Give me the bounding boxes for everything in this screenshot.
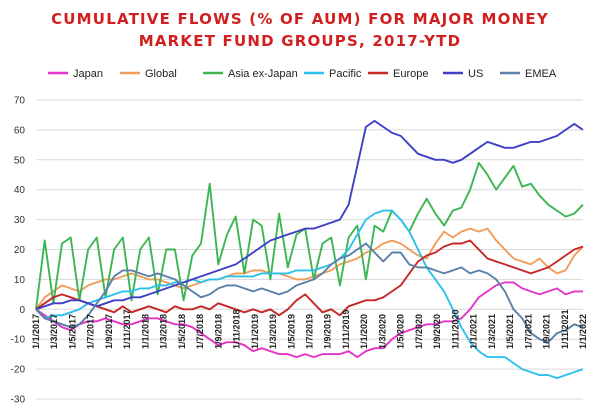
- x-tick-label: 1/7/2021: [523, 314, 533, 349]
- x-tick-label: 1/5/2019: [286, 314, 296, 349]
- y-tick-label: -30: [11, 395, 26, 406]
- series-line-us: [35, 119, 584, 311]
- y-tick-label: 70: [14, 96, 26, 107]
- series-line-europe: [35, 239, 584, 317]
- x-tick-label: 1/1/2020: [359, 314, 369, 349]
- series-line-asia-ex-japan: [35, 161, 584, 310]
- chart-title-line-2: MARKET FUND GROUPS, 2017-YTD: [138, 32, 462, 50]
- x-tick-label: 1/5/2020: [396, 314, 406, 349]
- x-tick-label: 1/7/2020: [414, 314, 424, 349]
- x-tick-label: 1/7/2019: [305, 314, 315, 349]
- y-tick-label: 10: [14, 275, 26, 286]
- y-tick-label: 50: [14, 155, 26, 166]
- y-gridlines: [36, 99, 583, 400]
- series-line-pacific: [35, 209, 584, 380]
- legend-label: Europe: [393, 68, 428, 80]
- x-tick-label: 1/1/2019: [250, 314, 260, 349]
- x-tick-label: 1/9/2021: [542, 314, 552, 349]
- series-line-japan: [35, 281, 583, 359]
- x-tick-label: 1/3/2020: [377, 314, 387, 349]
- y-tick-label: -10: [11, 335, 26, 346]
- x-tick-label: 1/1/2017: [31, 314, 41, 349]
- x-tick-label: 1/3/2019: [268, 314, 278, 349]
- chart-title-line-1: CUMULATIVE FLOWS (% OF AUM) FOR MAJOR MO…: [51, 10, 549, 28]
- y-tick-label: 20: [14, 245, 26, 256]
- legend-label: Japan: [73, 68, 103, 80]
- y-axis: -30 -20 -10 0 10 20 30 40 50 60 70: [11, 96, 26, 406]
- x-tick-label: 1/3/2021: [487, 314, 497, 349]
- x-tick-label: 1/5/2018: [177, 314, 187, 349]
- x-tick-label: 1/1/2022: [578, 314, 588, 349]
- y-tick-label: 40: [14, 185, 26, 196]
- x-tick-label: 1/7/2017: [86, 314, 96, 349]
- y-tick-label: 30: [14, 215, 26, 226]
- legend-label: Pacific: [329, 68, 362, 80]
- y-tick-label: 0: [19, 305, 25, 316]
- x-tick-label: 1/9/2020: [432, 314, 442, 349]
- y-tick-label: -20: [11, 365, 26, 376]
- x-tick-label: 1/5/2021: [505, 314, 515, 349]
- legend: Japan Global Asia ex-Japan Pacific Europe US E…: [48, 68, 557, 80]
- legend-label: Asia ex-Japan: [228, 68, 298, 80]
- series-lines: [35, 119, 584, 380]
- x-tick-label: 1/9/2018: [213, 314, 223, 349]
- x-axis: 1/1/2017 1/3/2017 1/5/2017 1/7/2017 1/9/2017…: [31, 309, 588, 349]
- x-tick-label: 1/11/2019: [341, 309, 351, 349]
- legend-label: Global: [145, 68, 177, 80]
- x-tick-label: 1/9/2019: [323, 314, 333, 349]
- legend-label: EMEA: [525, 68, 557, 80]
- x-tick-label: 1/11/2021: [560, 309, 570, 349]
- series-line-emea: [35, 242, 584, 344]
- x-tick-label: 1/11/2020: [450, 309, 460, 349]
- x-tick-label: 1/1/2018: [140, 314, 150, 349]
- x-tick-label: 1/11/2018: [232, 309, 242, 349]
- x-tick-label: 1/11/2017: [122, 309, 132, 349]
- x-tick-label: 1/5/2017: [67, 314, 77, 349]
- series-line-global: [35, 227, 584, 310]
- legend-label: US: [468, 68, 483, 80]
- y-tick-label: 60: [14, 125, 26, 136]
- x-tick-label: 1/3/2017: [49, 314, 59, 349]
- x-tick-label: 1/3/2018: [159, 314, 169, 349]
- x-tick-label: 1/7/2018: [195, 314, 205, 349]
- x-tick-label: 1/1/2021: [469, 314, 479, 349]
- x-tick-label: 1/9/2017: [104, 314, 114, 349]
